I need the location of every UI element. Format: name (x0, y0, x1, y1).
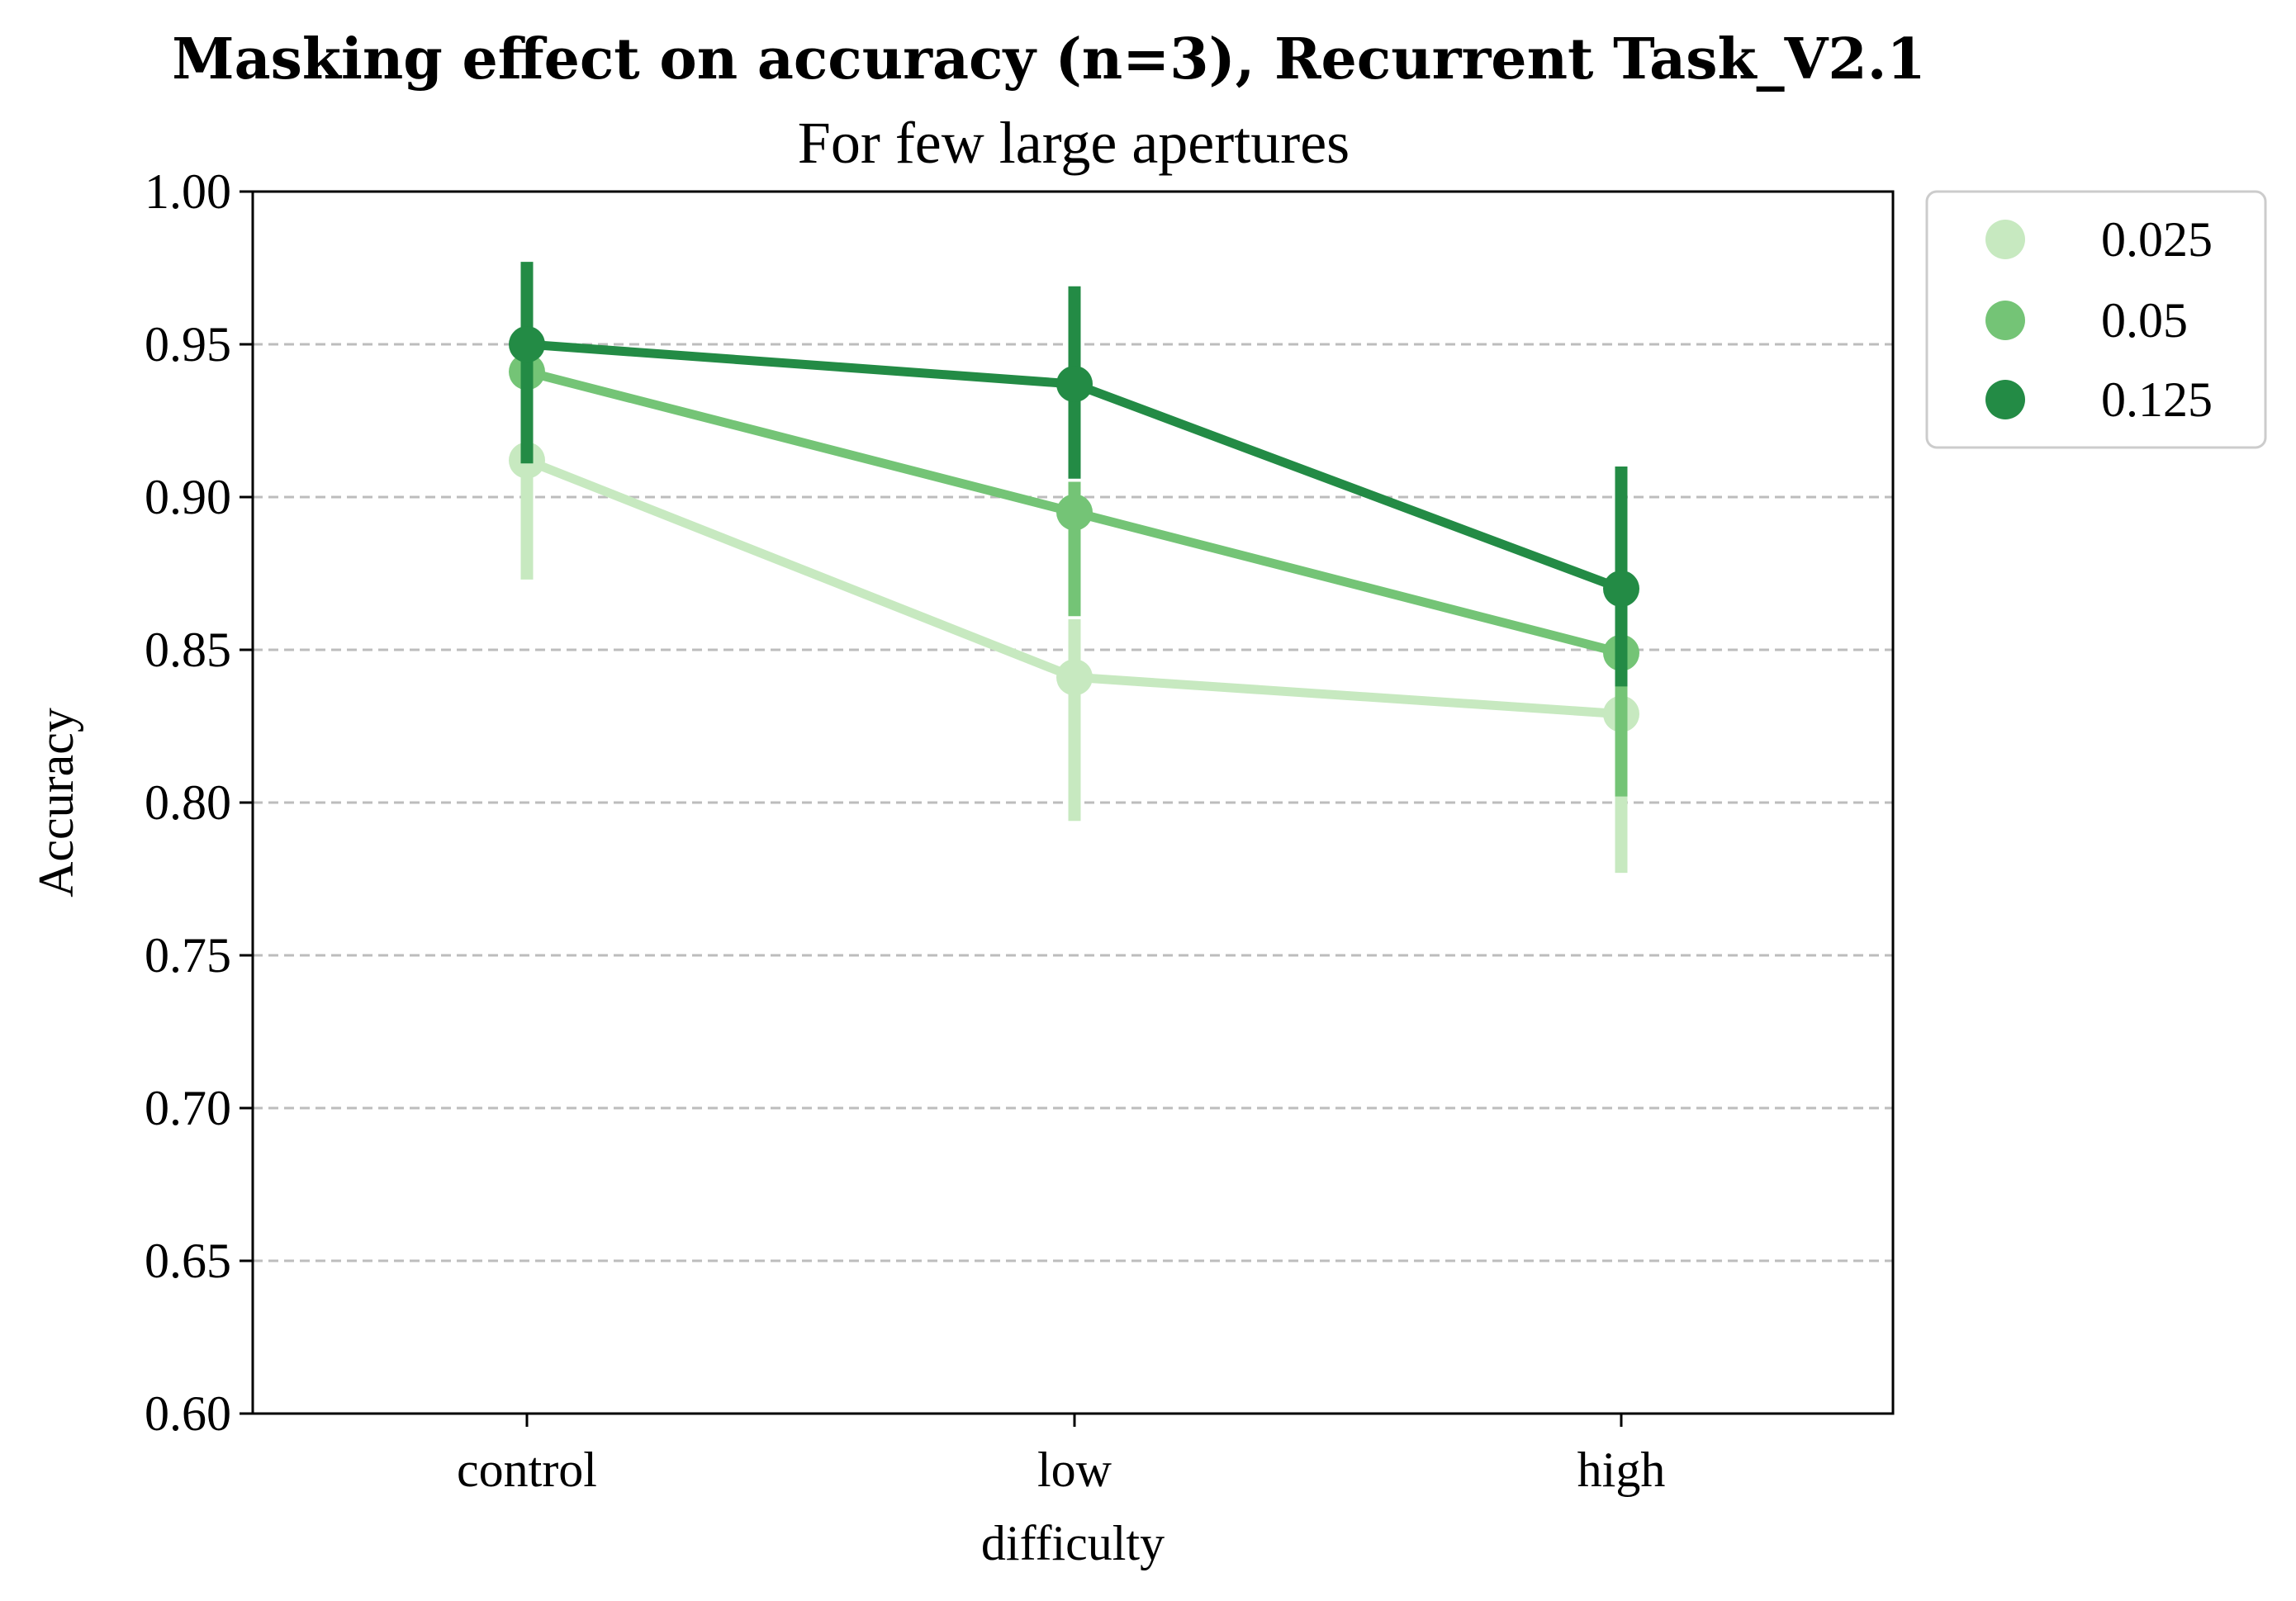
x-tick-label: control (457, 1442, 597, 1497)
data-point (1603, 571, 1639, 607)
legend-item-0.125: 0.125 (1985, 372, 2213, 427)
x-axis-ticks: control low high (457, 1414, 1665, 1497)
legend-item-0.025: 0.025 (1985, 212, 2213, 267)
y-tick-label: 0.65 (145, 1234, 231, 1288)
chart-title: Masking effect on accuracy (n=3), Recurr… (172, 26, 1925, 92)
y-axis-ticks: 0.60 0.65 0.70 0.75 0.80 0.85 0.90 0.95 1.00 (145, 164, 253, 1441)
y-axis-label: Accuracy (29, 708, 83, 898)
chart-subtitle: For few large apertures (798, 110, 1350, 176)
series-0.05 (509, 353, 1639, 797)
x-axis-label: difficulty (981, 1516, 1165, 1570)
y-tick-label: 0.95 (145, 317, 231, 372)
data-point (1056, 494, 1093, 531)
legend-item-0.05: 0.05 (1985, 293, 2188, 348)
x-tick-label: low (1037, 1442, 1112, 1497)
legend-frame (1925, 190, 2267, 449)
y-tick-label: 0.70 (145, 1081, 231, 1135)
x-tick-label: high (1577, 1442, 1666, 1497)
data-point (509, 326, 545, 362)
legend: 0.025 0.05 0.125 (1925, 190, 2267, 449)
y-tick-label: 0.90 (145, 470, 231, 524)
data-point (1056, 366, 1093, 403)
legend-marker (1985, 220, 2025, 259)
legend-label: 0.125 (2101, 372, 2213, 427)
y-tick-label: 0.75 (145, 928, 231, 983)
series-0.125 (509, 262, 1639, 687)
y-tick-label: 1.00 (145, 164, 231, 219)
legend-marker (1985, 380, 2025, 419)
legend-label: 0.05 (2101, 293, 2188, 348)
y-tick-label: 0.60 (145, 1386, 231, 1441)
data-series (509, 262, 1639, 874)
legend-marker (1985, 301, 2025, 340)
legend-label: 0.025 (2101, 212, 2213, 267)
plot-area-frame (251, 190, 1895, 1415)
y-tick-label: 0.80 (145, 775, 231, 830)
y-tick-label: 0.85 (145, 623, 231, 677)
data-point (1056, 659, 1093, 696)
